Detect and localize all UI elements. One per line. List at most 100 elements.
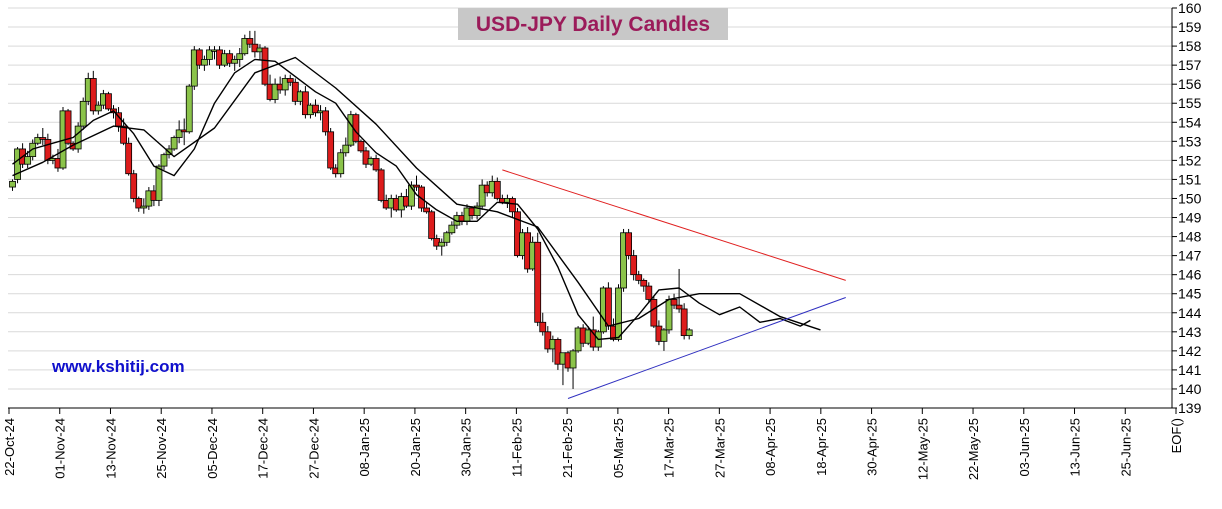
candle <box>660 328 668 351</box>
y-tick-label: 147 <box>1178 248 1202 264</box>
candle-body <box>286 78 294 83</box>
y-tick-label: 142 <box>1178 343 1202 359</box>
candle <box>650 295 658 328</box>
x-tick-label: 17-Mar-25 <box>662 418 677 478</box>
candle <box>79 97 87 130</box>
candle-body <box>418 186 425 209</box>
candle <box>24 150 32 168</box>
x-tick-label: 05-Mar-25 <box>611 418 626 478</box>
candle-body <box>645 285 653 300</box>
candle-body <box>44 139 52 161</box>
candle <box>337 148 345 178</box>
candle <box>645 282 653 304</box>
candle-body <box>190 49 198 87</box>
candle-body <box>539 321 547 333</box>
candle-body <box>569 350 577 369</box>
candle-body <box>640 279 648 287</box>
candle-body <box>625 232 632 257</box>
candle <box>534 232 542 327</box>
candle-body <box>342 144 350 154</box>
candle <box>473 202 481 220</box>
candle-body <box>160 154 168 167</box>
candle <box>130 169 138 203</box>
y-tick-label: 144 <box>1178 305 1202 321</box>
candle-body <box>89 78 97 112</box>
candle-body <box>428 211 436 239</box>
candle-body <box>231 59 239 64</box>
candle-body <box>246 38 254 45</box>
moving-average-fast-line <box>12 58 811 341</box>
candle <box>372 154 380 172</box>
y-tick-label: 152 <box>1178 152 1202 168</box>
candle <box>554 337 562 370</box>
x-tick-label: EOF() <box>1169 418 1184 453</box>
candle-body <box>615 287 622 340</box>
x-tick-label: 12-May-25 <box>915 418 930 480</box>
candle <box>322 107 330 136</box>
candle <box>423 202 431 214</box>
chart-title: USD-JPY Daily Candles <box>476 13 710 36</box>
candle <box>170 135 178 151</box>
candle <box>327 128 335 170</box>
moving-averages <box>12 56 821 341</box>
y-tick-label: 158 <box>1178 38 1202 54</box>
candle-body <box>125 142 133 175</box>
x-tick-label: 08-Jan-25 <box>357 418 372 477</box>
candle <box>271 78 279 104</box>
x-tick-label: 25-Jun-25 <box>1118 418 1133 477</box>
candle-body <box>423 207 431 213</box>
candle <box>261 46 269 87</box>
candle <box>286 74 294 87</box>
candle-body <box>9 180 16 188</box>
candle <box>89 70 97 115</box>
candle <box>428 209 436 241</box>
x-tick-label: 18-Apr-25 <box>814 418 829 476</box>
y-tick-label: 155 <box>1178 95 1202 111</box>
y-tick-label: 140 <box>1178 381 1202 397</box>
candle <box>377 168 385 203</box>
x-tick-label: 27-Dec-24 <box>306 418 321 479</box>
candle-body <box>94 104 102 112</box>
x-tick-label: 11-Feb-25 <box>509 418 524 477</box>
x-tick-label: 30-Apr-25 <box>865 418 880 476</box>
chart-title-background <box>458 8 728 40</box>
candle-body <box>236 53 244 60</box>
candle <box>190 46 198 90</box>
candle <box>175 120 183 144</box>
support-trend-line <box>567 297 846 399</box>
candle <box>160 152 168 170</box>
x-tick-label: 03-Jun-25 <box>1017 418 1032 477</box>
candle <box>312 99 319 117</box>
y-axis-ticks: 139 140 141 142 143 144 145 146 147 148 149 150 151 1… <box>1172 0 1202 416</box>
moving-average-slow-line <box>12 56 821 331</box>
candle <box>438 238 446 256</box>
candle <box>539 312 547 336</box>
candle-body <box>448 224 456 234</box>
candle-body <box>135 198 143 209</box>
x-tick-label: 17-Dec-24 <box>256 418 271 479</box>
y-tick-label: 157 <box>1178 57 1202 73</box>
candle-body <box>554 339 562 365</box>
candle <box>357 139 365 153</box>
y-tick-label: 143 <box>1178 324 1202 340</box>
candle-body <box>74 125 82 150</box>
candle-body <box>271 83 279 100</box>
candle-body <box>322 110 330 133</box>
candle-body <box>195 49 203 66</box>
candle-body <box>24 156 32 165</box>
candle-body <box>170 137 178 150</box>
candle-body <box>660 329 668 342</box>
grid-lines <box>8 7 1172 409</box>
candle-body <box>438 241 446 247</box>
candle-body <box>509 198 516 213</box>
candle <box>206 46 213 66</box>
candle-body <box>140 205 148 209</box>
candle-body <box>534 241 542 323</box>
candle-body <box>372 158 380 171</box>
candle-body <box>635 274 643 281</box>
candle <box>413 175 420 191</box>
y-tick-label: 160 <box>1178 0 1202 16</box>
candle <box>9 179 16 191</box>
candle-body <box>337 152 345 175</box>
